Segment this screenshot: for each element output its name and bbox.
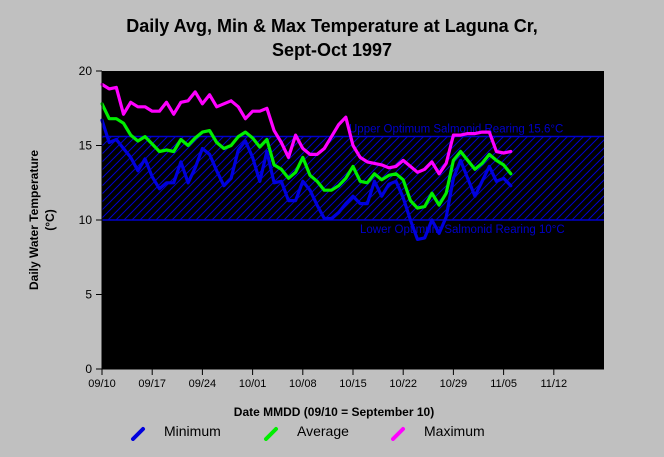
x-tick-label-5: 10/15 xyxy=(339,378,367,390)
legend-label-minimum: Minimum xyxy=(164,423,221,439)
x-tick-label-1: 09/17 xyxy=(138,378,166,390)
x-tick-label-2: 09/24 xyxy=(189,378,217,390)
legend-label-average: Average xyxy=(297,423,349,439)
temperature-chart: Upper Optimum Salmonid Rearing 15.6°CLow… xyxy=(0,0,664,457)
x-tick-label-6: 10/22 xyxy=(389,378,417,390)
x-tick-label-9: 11/12 xyxy=(540,378,567,390)
y-tick-label-20: 20 xyxy=(79,64,93,78)
x-tick-label-3: 10/01 xyxy=(239,378,267,390)
lower-optimum-label: Lower Optimum Salmonid Rearing 10°C xyxy=(360,224,565,236)
optimum-band-hatch xyxy=(102,137,604,220)
y-tick-label-15: 15 xyxy=(79,139,93,153)
legend: Minimum Average Maximum xyxy=(0,422,664,444)
y-axis-label-line-1: Daily Water Temperature xyxy=(27,150,41,290)
x-tick-label-0: 09/10 xyxy=(88,378,116,390)
legend-swatch-average xyxy=(263,425,293,441)
legend-swatch-minimum xyxy=(130,425,160,441)
y-axis-label-line-2: (°C) xyxy=(43,209,57,230)
x-tick-label-7: 10/29 xyxy=(440,378,468,390)
legend-label-maximum: Maximum xyxy=(424,423,485,439)
x-axis-label: Date MMDD (09/10 = September 10) xyxy=(234,405,434,419)
y-tick-label-5: 5 xyxy=(85,288,92,302)
y-tick-label-10: 10 xyxy=(79,213,93,227)
x-tick-label-8: 11/05 xyxy=(490,378,517,390)
legend-swatch-maximum xyxy=(390,425,420,441)
x-tick-label-4: 10/08 xyxy=(289,378,317,390)
y-tick-label-0: 0 xyxy=(85,362,92,376)
